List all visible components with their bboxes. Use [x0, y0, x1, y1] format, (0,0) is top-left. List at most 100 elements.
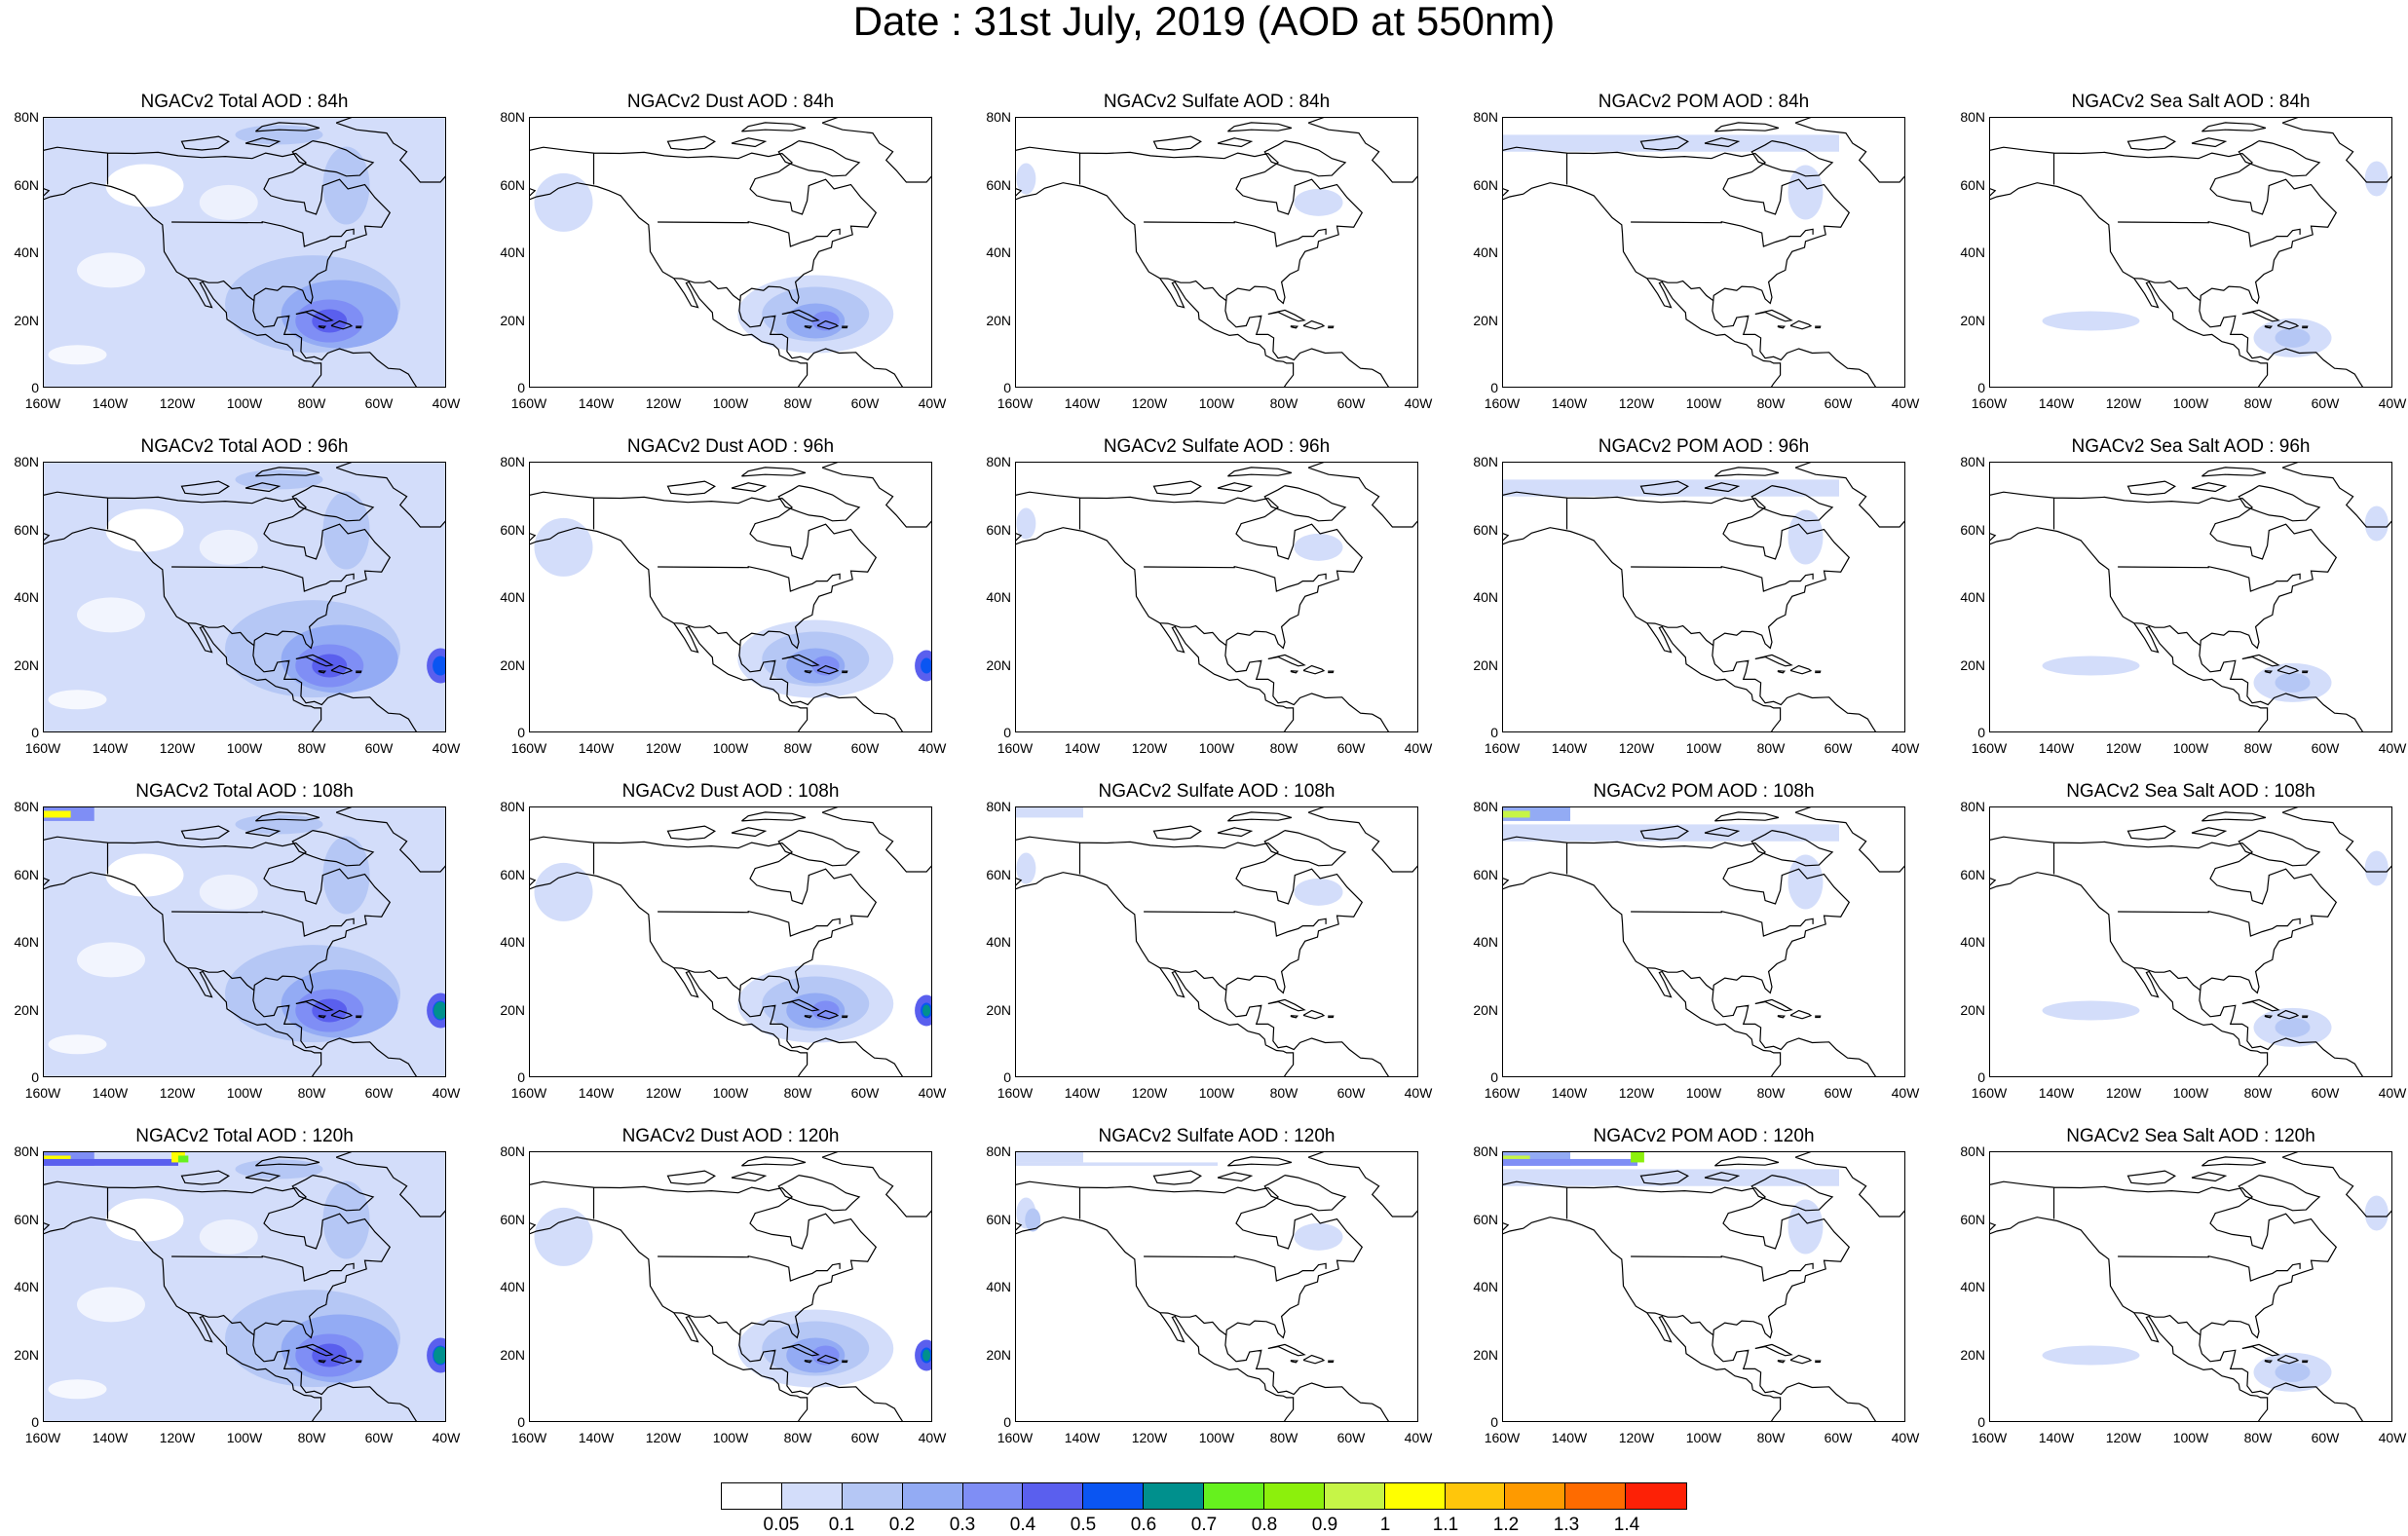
- lat-tick-label: 60N: [1473, 866, 1498, 882]
- aod-field-patch: [922, 1349, 931, 1362]
- coastline: [1990, 118, 2391, 387]
- lon-tick-label: 120W: [159, 740, 196, 756]
- lon-tick-label: 100W: [1685, 1085, 1722, 1101]
- map-panel: [43, 1151, 446, 1422]
- aod-field-patch: [534, 862, 593, 921]
- aod-field-patch: [1787, 509, 1824, 565]
- map-panel: [43, 806, 446, 1077]
- colorbar-swatch: [1144, 1483, 1204, 1509]
- lon-tick-label: 60W: [1336, 1085, 1366, 1101]
- lon-tick-label: 60W: [364, 395, 394, 411]
- lat-tick-label: 20N: [986, 1346, 1011, 1363]
- lat-tick-label: 0: [1003, 380, 1011, 395]
- lon-tick-label: 160W: [1971, 395, 2008, 411]
- lon-tick-label: 40W: [432, 1430, 461, 1445]
- coastline: [1016, 1152, 1417, 1421]
- lon-tick-label: 100W: [2172, 1430, 2209, 1445]
- lat-tick-label: 40N: [1960, 934, 1985, 950]
- colorbar-label: 1.1: [1432, 1515, 1459, 1535]
- lon-tick-label: 100W: [226, 395, 263, 411]
- lat-tick-label: 80N: [500, 454, 525, 469]
- lon-tick-label: 160W: [1971, 740, 2008, 756]
- lat-tick-label: 40N: [14, 934, 39, 950]
- panel-title: NGACv2 Dust AOD : 84h: [626, 92, 835, 112]
- aod-field-patch: [1503, 479, 1839, 497]
- lat-tick-label: 80N: [1473, 1143, 1498, 1159]
- colorbar-label: 0.4: [1009, 1515, 1036, 1535]
- aod-field-patch: [2042, 1345, 2140, 1366]
- lat-tick-label: 80N: [986, 109, 1011, 125]
- lat-tick-label: 0: [1977, 725, 1985, 740]
- lon-tick-label: 140W: [2038, 1430, 2075, 1445]
- lat-tick-label: 20N: [1960, 312, 1985, 328]
- lon-tick-label: 100W: [226, 1085, 263, 1101]
- map-panel: [529, 462, 932, 732]
- aod-field-patch: [2364, 1195, 2389, 1231]
- map-panel: [43, 462, 446, 732]
- coastline: [44, 1152, 445, 1421]
- lon-tick-label: 80W: [783, 395, 812, 411]
- lat-tick-label: 40N: [1473, 244, 1498, 260]
- lon-tick-label: 60W: [1336, 740, 1366, 756]
- lon-tick-label: 100W: [712, 1430, 749, 1445]
- colorbar-swatch: [1023, 1483, 1084, 1509]
- lat-tick-label: 80N: [1960, 109, 1985, 125]
- map-panel: [1015, 1151, 1418, 1422]
- aod-field-patch: [44, 463, 445, 731]
- aod-map: [1503, 463, 1904, 731]
- lat-tick-label: 20N: [14, 656, 39, 673]
- lon-tick-label: 100W: [1198, 1085, 1235, 1101]
- lon-tick-label: 120W: [645, 395, 682, 411]
- lon-tick-label: 60W: [2311, 1085, 2340, 1101]
- lat-tick-label: 60N: [1473, 176, 1498, 193]
- lat-tick-label: 80N: [14, 454, 39, 469]
- lon-tick-label: 40W: [2378, 740, 2407, 756]
- aod-map: [530, 807, 931, 1076]
- panel-title: NGACv2 Sea Salt AOD : 96h: [2071, 436, 2311, 457]
- lon-tick-label: 120W: [1618, 395, 1655, 411]
- lon-tick-label: 60W: [1336, 1430, 1366, 1445]
- lon-tick-label: 160W: [1484, 1085, 1521, 1101]
- colorbar-label: 1: [1379, 1515, 1391, 1535]
- aod-field-patch: [433, 1001, 445, 1020]
- lon-tick-label: 40W: [2378, 395, 2407, 411]
- aod-field-patch: [1016, 507, 1036, 540]
- lon-tick-label: 60W: [1824, 740, 1853, 756]
- lon-tick-label: 80W: [1756, 395, 1786, 411]
- lat-tick-label: 40N: [1473, 589, 1498, 605]
- aod-field-patch: [1016, 1162, 1218, 1166]
- lat-tick-label: 80N: [1473, 454, 1498, 469]
- lon-tick-label: 60W: [1824, 395, 1853, 411]
- map-panel: [43, 117, 446, 388]
- lat-tick-label: 0: [1977, 1069, 1985, 1085]
- colorbar-swatch: [1083, 1483, 1145, 1509]
- aod-field-patch: [105, 853, 184, 897]
- lon-tick-label: 40W: [1404, 1430, 1433, 1445]
- lon-tick-label: 40W: [918, 395, 947, 411]
- colorbar-swatch: [1445, 1483, 1506, 1509]
- lon-tick-label: 100W: [1198, 395, 1235, 411]
- lat-tick-label: 40N: [14, 1279, 39, 1294]
- map-panel: [1502, 117, 1905, 388]
- lat-tick-label: 80N: [986, 1143, 1011, 1159]
- aod-field-patch: [534, 172, 593, 232]
- lon-tick-label: 80W: [1756, 1085, 1786, 1101]
- lon-tick-label: 100W: [712, 1085, 749, 1101]
- lon-tick-label: 40W: [432, 1085, 461, 1101]
- coastline: [44, 807, 445, 1076]
- colorbar-label: 0.5: [1070, 1515, 1097, 1535]
- panel-title: NGACv2 Sulfate AOD : 120h: [1098, 1126, 1336, 1146]
- lon-tick-label: 140W: [2038, 1085, 2075, 1101]
- lat-tick-label: 0: [1490, 1069, 1498, 1085]
- aod-field-patch: [2275, 1017, 2311, 1037]
- lon-tick-label: 140W: [1064, 740, 1101, 756]
- aod-field-patch: [77, 1287, 145, 1323]
- lon-tick-label: 120W: [645, 740, 682, 756]
- aod-map: [1503, 118, 1904, 387]
- aod-field-patch: [44, 1155, 71, 1163]
- lat-tick-label: 60N: [986, 866, 1011, 882]
- lon-tick-label: 60W: [1824, 1085, 1853, 1101]
- lon-tick-label: 140W: [2038, 740, 2075, 756]
- lat-tick-label: 20N: [1473, 656, 1498, 673]
- aod-field-patch: [2364, 850, 2389, 886]
